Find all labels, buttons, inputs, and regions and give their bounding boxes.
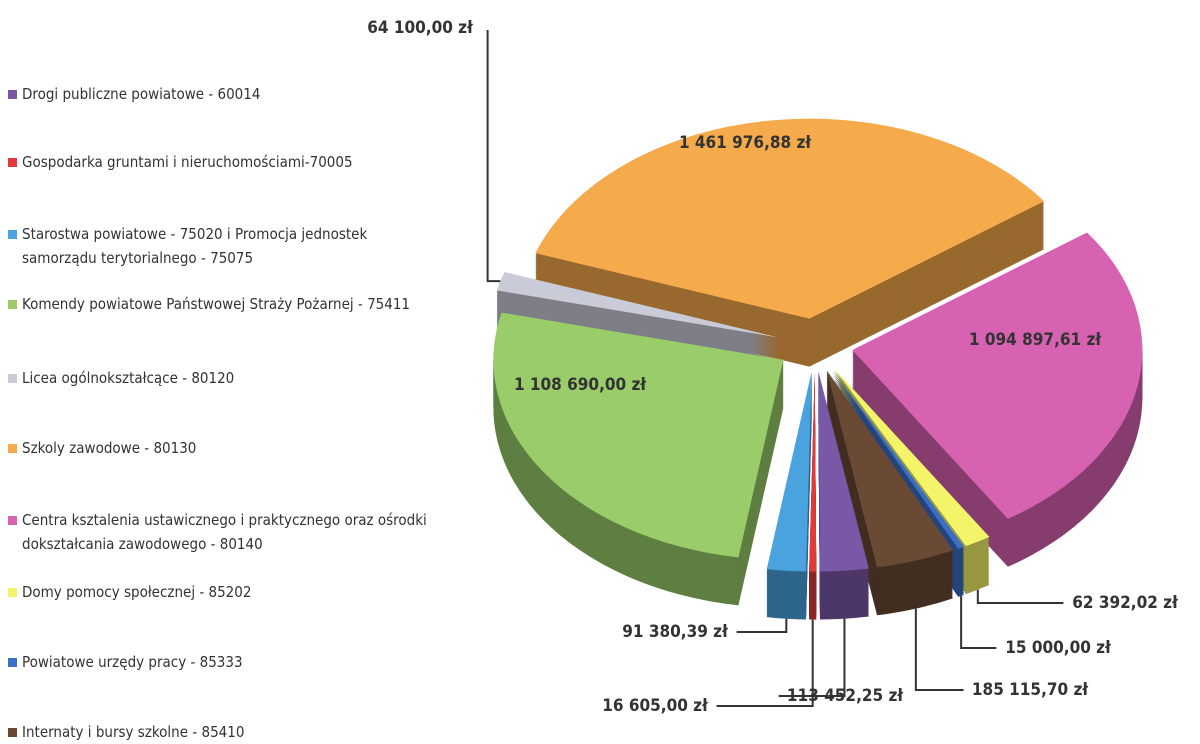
- data-label: 91 380,39 zł: [622, 622, 728, 642]
- legend-swatch: [8, 90, 17, 99]
- legend-swatch: [8, 374, 17, 383]
- data-label: 1 108 690,00 zł: [514, 375, 646, 395]
- legend-item: Domy pomocy społecznej - 85202: [8, 580, 432, 604]
- legend-item: Internaty i bursy szkolne - 85410: [8, 720, 432, 744]
- slice: [831, 368, 965, 549]
- legend-swatch: [8, 728, 17, 737]
- legend-swatch: [8, 658, 17, 667]
- slice: [833, 368, 990, 547]
- legend-label: Szkoly zawodowe - 80130: [22, 439, 197, 457]
- legend-item: Licea ogólnokształcące - 80120: [8, 366, 432, 390]
- legend-item: Centra ksztalenia ustawicznego i praktyc…: [8, 508, 432, 556]
- data-label: 16 605,00 zł: [602, 696, 708, 716]
- legend-swatch: [8, 300, 17, 309]
- slice: [852, 232, 1143, 519]
- data-label: 15 000,00 zł: [1005, 638, 1111, 658]
- legend-label: Centra ksztalenia ustawicznego i praktyc…: [22, 511, 427, 553]
- legend-item: Powiatowe urzędy pracy - 85333: [8, 650, 432, 674]
- legend-label: Domy pomocy społecznej - 85202: [22, 583, 252, 601]
- leader-line: [736, 618, 788, 633]
- slice: [493, 312, 784, 558]
- data-label: 113 452,25 zł: [787, 686, 903, 706]
- leader-line: [778, 618, 846, 697]
- data-label: 64 100,00 zł: [367, 18, 473, 38]
- data-label: 185 115,70 zł: [972, 680, 1088, 700]
- legend-label: Komendy powiatowe Państwowej Straży Poża…: [22, 295, 411, 313]
- slice: [826, 370, 953, 568]
- legend-swatch: [8, 516, 17, 525]
- legend: Drogi publiczne powiatowe - 60014 Gospoda…: [8, 0, 428, 742]
- legend-swatch: [8, 588, 17, 597]
- leader-line: [914, 608, 964, 691]
- legend-swatch: [8, 158, 17, 167]
- slice: [766, 371, 812, 572]
- leader-line: [976, 589, 1064, 604]
- data-label: 62 392,02 zł: [1072, 593, 1178, 613]
- legend-item: Gospodarka gruntami i nieruchomościami-7…: [8, 150, 432, 174]
- legend-label: Starostwa powiatowe - 75020 i Promocja j…: [22, 225, 368, 267]
- slice: [496, 271, 779, 338]
- legend-label: Powiatowe urzędy pracy - 85333: [22, 653, 243, 671]
- legend-label: Drogi publiczne powiatowe - 60014: [22, 85, 261, 103]
- leader-line: [486, 30, 501, 283]
- legend-item: Komendy powiatowe Państwowej Straży Poża…: [8, 292, 432, 316]
- slice: [535, 118, 1045, 319]
- legend-label: Gospodarka gruntami i nieruchomościami-7…: [22, 153, 353, 171]
- leader-line: [716, 619, 814, 707]
- data-label: 1 461 976,88 zł: [679, 133, 811, 153]
- legend-label: Licea ogólnokształcące - 80120: [22, 369, 235, 387]
- legend-item: Drogi publiczne powiatowe - 60014: [8, 82, 432, 106]
- slice: [818, 371, 869, 572]
- slice: [809, 371, 817, 572]
- legend-item: Starostwa powiatowe - 75020 i Promocja j…: [8, 222, 432, 270]
- legend-label: Internaty i bursy szkolne - 85410: [22, 723, 245, 741]
- data-label: 1 094 897,61 zł: [969, 330, 1101, 350]
- legend-item: Szkoly zawodowe - 80130: [8, 436, 432, 460]
- legend-swatch: [8, 444, 17, 453]
- legend-swatch: [8, 230, 17, 239]
- leader-line: [960, 595, 997, 649]
